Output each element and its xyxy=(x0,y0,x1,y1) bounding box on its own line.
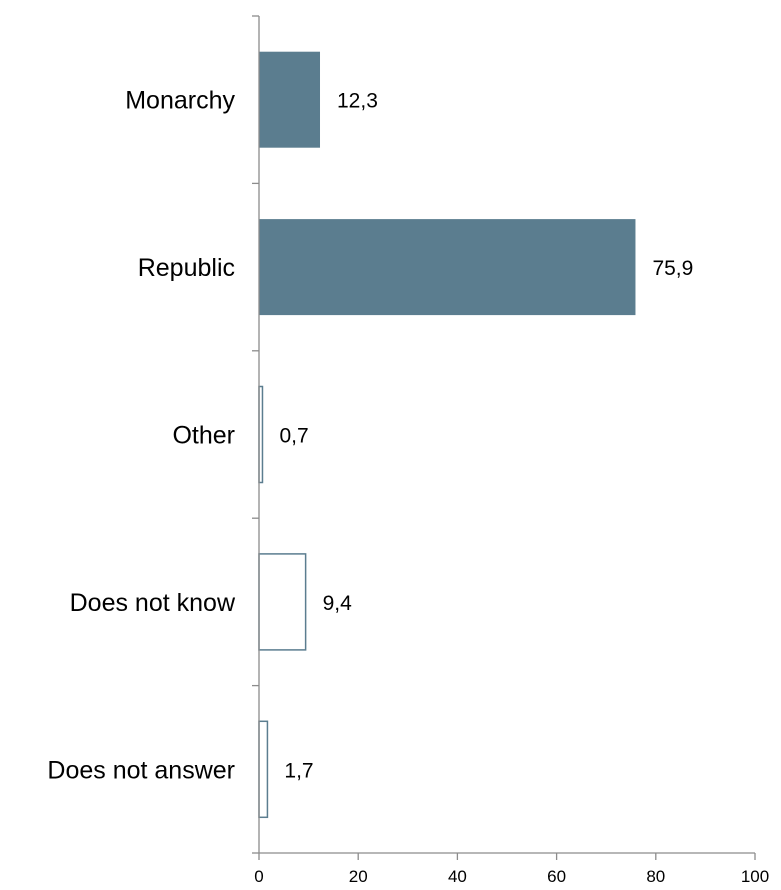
category-label-monarchy: Monarchy xyxy=(125,87,235,115)
bars-group xyxy=(258,51,636,819)
data-label-does-not-know: 9,4 xyxy=(323,592,353,615)
bar-does-not-know xyxy=(258,553,307,651)
labels-group: Monarchy 12,3 Republic 75,9 Other 0,7 Does not… xyxy=(47,87,769,886)
category-label-republic: Republic xyxy=(138,254,235,282)
x-tick-label: 0 xyxy=(254,867,263,886)
bar-does-not-answer xyxy=(258,720,269,819)
category-label-other: Other xyxy=(172,422,235,450)
bar-republic xyxy=(259,219,636,316)
axes-group xyxy=(252,15,756,860)
x-tick-label: 80 xyxy=(646,867,665,886)
bar-monarchy xyxy=(259,51,321,148)
data-label-republic: 75,9 xyxy=(652,257,693,280)
x-tick-label: 20 xyxy=(349,867,368,886)
data-label-other: 0,7 xyxy=(279,425,308,448)
x-tick-label: 40 xyxy=(448,867,467,886)
x-tick-label: 100 xyxy=(741,867,769,886)
category-label-does-not-answer: Does not answer xyxy=(47,756,235,784)
x-tick-label: 60 xyxy=(547,867,566,886)
data-label-does-not-answer: 1,7 xyxy=(284,759,313,782)
data-label-monarchy: 12,3 xyxy=(337,90,378,113)
category-label-does-not-know: Does not know xyxy=(70,589,236,617)
